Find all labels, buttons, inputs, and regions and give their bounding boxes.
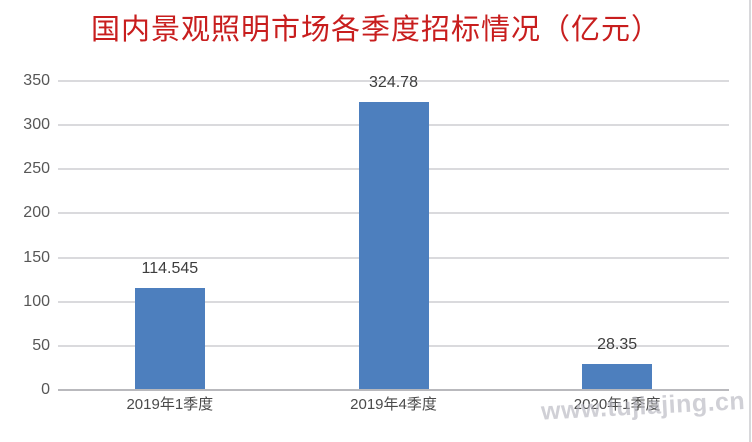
y-axis-tick-label: 200 — [23, 204, 50, 222]
bar-2019年1季度 — [134, 287, 205, 389]
y-axis-tick-label: 150 — [23, 248, 50, 266]
y-axis-tick-label: 350 — [23, 72, 50, 89]
y-axis-tick-label: 250 — [23, 160, 50, 178]
y-axis-tick-label: 50 — [32, 336, 50, 354]
data-label-2019年4季度: 324.78 — [369, 74, 418, 92]
plot-area: 114.545 324.78 28.35 — [58, 74, 729, 391]
y-axis-tick-label: 300 — [23, 116, 50, 134]
gridline-350 — [58, 80, 729, 82]
category-label-2019年1季度: 2019年1季度 — [126, 396, 214, 413]
data-label-2020年1季度: 28.35 — [597, 335, 638, 353]
right-edge-divider — [749, 0, 751, 442]
category-label-2020年1季度: 2020年1季度 — [573, 396, 661, 413]
watermark: www.tujiajing.cn — [540, 386, 746, 426]
category-label-2019年4季度: 2019年4季度 — [350, 396, 437, 413]
data-label-2019年1季度: 114.545 — [141, 259, 199, 277]
y-axis-tick-label: 0 — [41, 381, 50, 398]
y-axis-tick-label: 100 — [23, 292, 50, 310]
bar-2020年1季度 — [582, 363, 653, 389]
bar-2019年4季度 — [358, 102, 429, 389]
x-axis-line — [58, 389, 729, 391]
chart-title: 国内景观照明市场各季度招标情况（亿元） — [90, 14, 661, 46]
